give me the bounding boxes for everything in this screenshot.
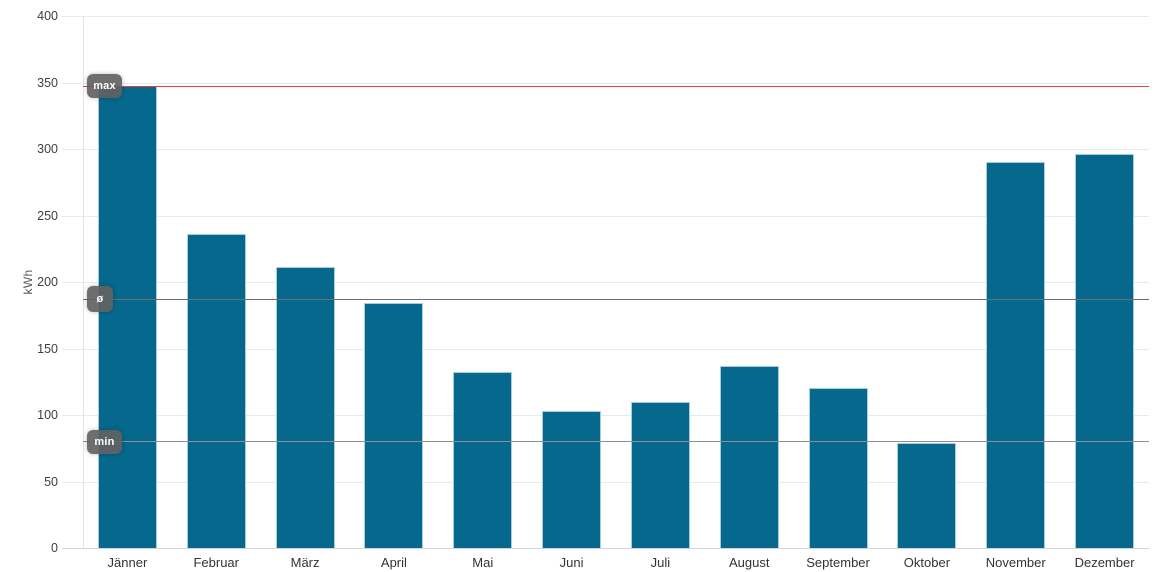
bar-märz[interactable] [275, 267, 335, 548]
gridline-150 [62, 348, 1149, 350]
bar-juni[interactable] [542, 411, 602, 548]
y-tick-label-150: 150 [37, 341, 58, 356]
bar-september[interactable] [808, 388, 868, 548]
x-axis-label-mai: Mai [472, 555, 494, 570]
y-tick-label-100: 100 [37, 408, 58, 422]
x-axis-label-dezember: Dezember [1074, 555, 1135, 570]
gridline-400 [62, 16, 1149, 17]
x-axis-label-april: April [380, 555, 407, 570]
bar-oktober[interactable] [897, 442, 957, 548]
gridline-200 [62, 282, 1149, 283]
gridline-300 [62, 149, 1149, 150]
gridline-0 [62, 548, 1149, 549]
gridline-50 [62, 481, 1149, 483]
y-axis-line [83, 16, 84, 548]
max-line [83, 85, 1149, 88]
gridline-350 [62, 82, 1149, 84]
y-tick-label-50: 50 [44, 474, 58, 489]
y-tick-label-0: 0 [51, 541, 58, 555]
max-badge: max [87, 74, 122, 99]
y-tick-label-300: 300 [37, 142, 58, 156]
x-axis-label-oktober: Oktober [903, 555, 951, 570]
bar-dezember[interactable] [1075, 154, 1135, 548]
gridline-100 [62, 415, 1149, 416]
x-axis-label-juli: Juli [650, 555, 671, 570]
x-axis-label-juni: Juni [559, 555, 584, 570]
avg-badge: ø [87, 286, 113, 313]
x-axis-label-märz: März [290, 555, 320, 570]
bar-februar[interactable] [186, 234, 246, 548]
bar-august[interactable] [719, 365, 779, 548]
x-axis-label-november: November [985, 555, 1046, 570]
bar-november[interactable] [986, 162, 1046, 548]
y-tick-label-400: 400 [37, 9, 58, 23]
bar-jänner[interactable] [97, 86, 157, 548]
bar-mai[interactable] [453, 372, 513, 548]
bar-juli[interactable] [630, 401, 690, 548]
gridline-250 [62, 215, 1149, 217]
y-tick-label-350: 350 [37, 75, 58, 90]
min-badge: min [87, 429, 122, 454]
x-axis-label-september: September [806, 555, 870, 570]
x-axis-label-august: August [729, 555, 770, 570]
x-axis-label-jänner: Jänner [107, 555, 148, 570]
y-tick-label-200: 200 [37, 275, 58, 289]
bar-april[interactable] [364, 303, 424, 548]
y-tick-label-250: 250 [37, 208, 58, 223]
x-axis-label-februar: Februar [193, 555, 239, 570]
